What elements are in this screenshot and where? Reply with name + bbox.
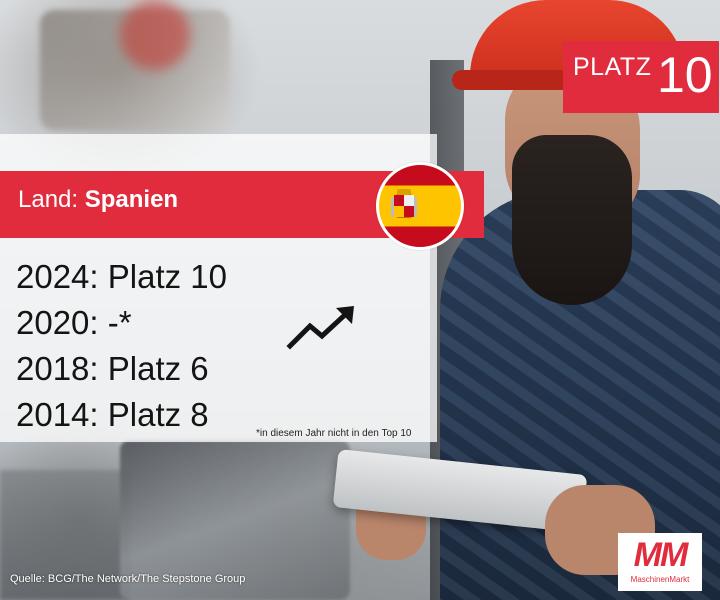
- ranking-row: 2024: Platz 10: [16, 258, 227, 296]
- spain-flag-icon: [376, 162, 464, 250]
- logo-mark: MM: [633, 536, 689, 574]
- ranking-result: Platz 8: [107, 396, 209, 433]
- country-prefix: Land:: [18, 186, 79, 213]
- country-label: Land: Spanien: [18, 186, 178, 214]
- foreground-machine: [120, 440, 350, 600]
- logo-name: MaschinenMarkt: [630, 575, 690, 584]
- ranking-result: -*: [107, 304, 132, 341]
- footnote: *in diesem Jahr nicht in den Top 10: [256, 428, 412, 439]
- rank-badge-label: PLATZ: [573, 53, 652, 81]
- ranking-year: 2024:: [16, 258, 99, 295]
- worker-beard: [512, 135, 632, 305]
- ranking-result: Platz 10: [107, 258, 228, 295]
- rank-badge: PLATZ 10: [563, 41, 719, 113]
- ranking-year: 2018:: [16, 350, 99, 387]
- background-machine-part: [120, 0, 190, 70]
- source-credit: Quelle: BCG/The Network/The Stepstone Gr…: [10, 573, 246, 585]
- background-machine: [0, 470, 130, 600]
- trend-up-arrow-icon: [286, 306, 354, 350]
- rank-badge-number: 10: [657, 47, 713, 103]
- ranking-year: 2014:: [16, 396, 99, 433]
- ranking-row: 2018: Platz 6: [16, 350, 209, 388]
- coat-of-arms-icon: [391, 189, 417, 218]
- ranking-result: Platz 6: [107, 350, 209, 387]
- ranking-row: 2020: -*: [16, 304, 132, 342]
- ranking-year: 2020:: [16, 304, 99, 341]
- ranking-row: 2014: Platz 8: [16, 396, 209, 434]
- maschinenmarkt-logo: MM MaschinenMarkt: [618, 533, 702, 591]
- country-name: Spanien: [84, 186, 179, 213]
